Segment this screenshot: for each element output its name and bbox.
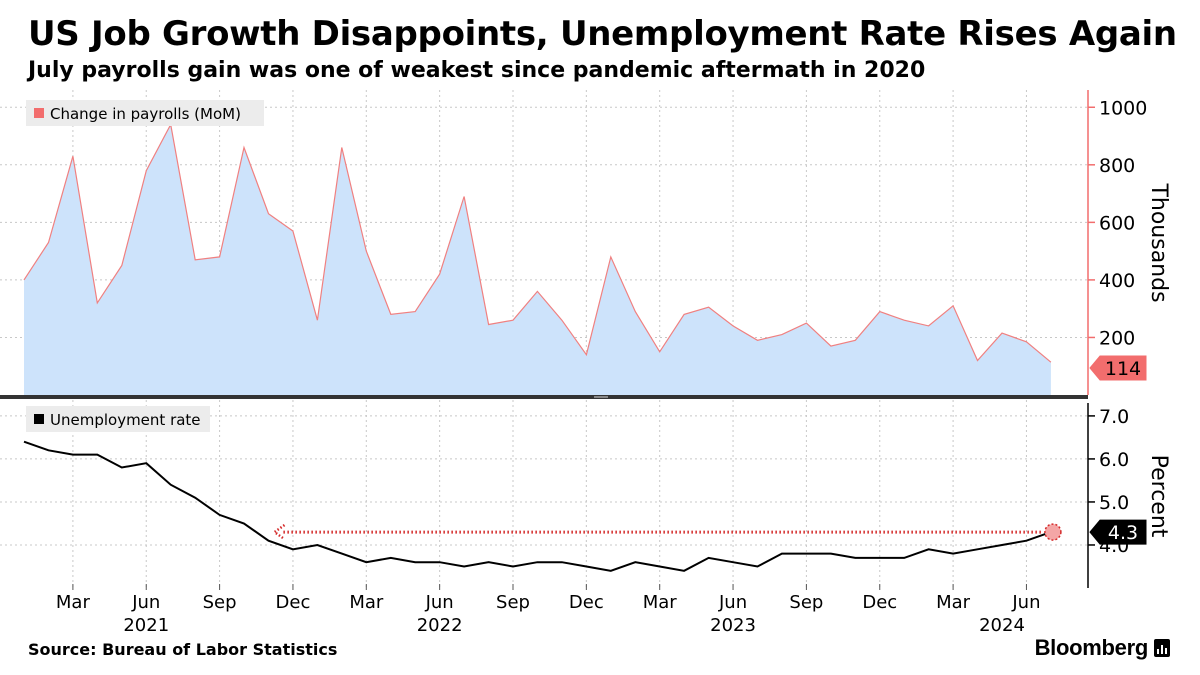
payroll-tick-label: 400 [1099,270,1135,292]
payroll-line [23,122,1052,363]
unemployment-last-value-label: 4.3 [1108,522,1138,544]
x-tick-label: Sep [203,592,237,613]
payroll-legend-box [26,100,264,126]
unemployment-axis-title: Percent [1146,455,1171,538]
brand-logo: Bloomberg [1035,635,1170,661]
payroll-tick-label: 800 [1099,155,1135,177]
x-tick-label: Dec [276,592,311,613]
x-tick-label: Mar [643,592,678,613]
payroll-last-value-shape [1089,355,1147,381]
x-year-label: 2024 [979,615,1025,636]
chart-subtitle: July payrolls gain was one of weakest si… [28,58,926,83]
x-tick-label: Jun [718,592,747,613]
payroll-tick-label: 1000 [1099,97,1147,119]
comparison-annotation [272,523,1062,541]
right-axis: 20040060080010004.05.06.07.0ThousandsPer… [1087,90,1171,588]
x-tick-label: Sep [496,592,530,613]
source-note: Source: Bureau of Labor Statistics [28,640,338,659]
comparison-endpoint [1044,523,1062,541]
unemployment-tick-label: 5.0 [1099,492,1129,514]
chart-title: US Job Growth Disappoints, Unemployment … [28,14,1177,54]
unemployment-legend-box [26,406,210,432]
panel-divider [0,395,1088,399]
brand-name: Bloomberg [1034,635,1149,660]
x-tick-label: Jun [425,592,454,613]
x-tick-label: Mar [56,592,91,613]
x-tick-label: Dec [569,592,604,613]
payroll-tick-label: 200 [1099,327,1135,349]
payroll-area [24,124,1051,395]
unemployment-legend-swatch [34,414,44,424]
panel-divider-bar [0,395,1088,399]
unemployment-line [23,440,1052,572]
legends: Change in payrolls (MoM) Unemployment rat… [26,100,264,432]
unemployment-gridlines [0,415,1088,546]
x-tick-label: Dec [862,592,897,613]
panel-divider-grip [594,396,608,398]
x-year-label: 2021 [123,615,169,636]
x-tick-label: Sep [789,592,823,613]
x-year-label: 2022 [417,615,463,636]
payroll-last-value-label: 114 [1105,358,1141,380]
x-tick-label: Jun [131,592,160,613]
vertical-gridlines [72,90,1027,588]
x-tick-label: Mar [349,592,384,613]
payroll-legend-swatch [34,108,44,118]
payroll-legend-label: Change in payrolls (MoM) [50,105,241,123]
unemployment-tick-label: 6.0 [1099,449,1129,471]
unemployment-last-value-shape [1089,519,1147,545]
x-axis: Mar Jun Sep Dec Mar Jun Sep Dec Mar Jun Sep Dec Mar J… [56,584,1041,636]
x-tick-label: Jun [1011,592,1040,613]
unemployment-tick-label: 7.0 [1099,406,1129,428]
payroll-axis-title: Thousands [1146,182,1171,302]
x-year-label: 2023 [710,615,756,636]
comparison-arrowhead [272,524,286,541]
unemployment-legend-label: Unemployment rate [50,411,201,429]
payroll-tick-label: 600 [1099,212,1135,234]
value-tags: 114 4.3 [1089,355,1147,545]
bar-chart-icon [1154,639,1170,657]
x-tick-label: Mar [936,592,971,613]
